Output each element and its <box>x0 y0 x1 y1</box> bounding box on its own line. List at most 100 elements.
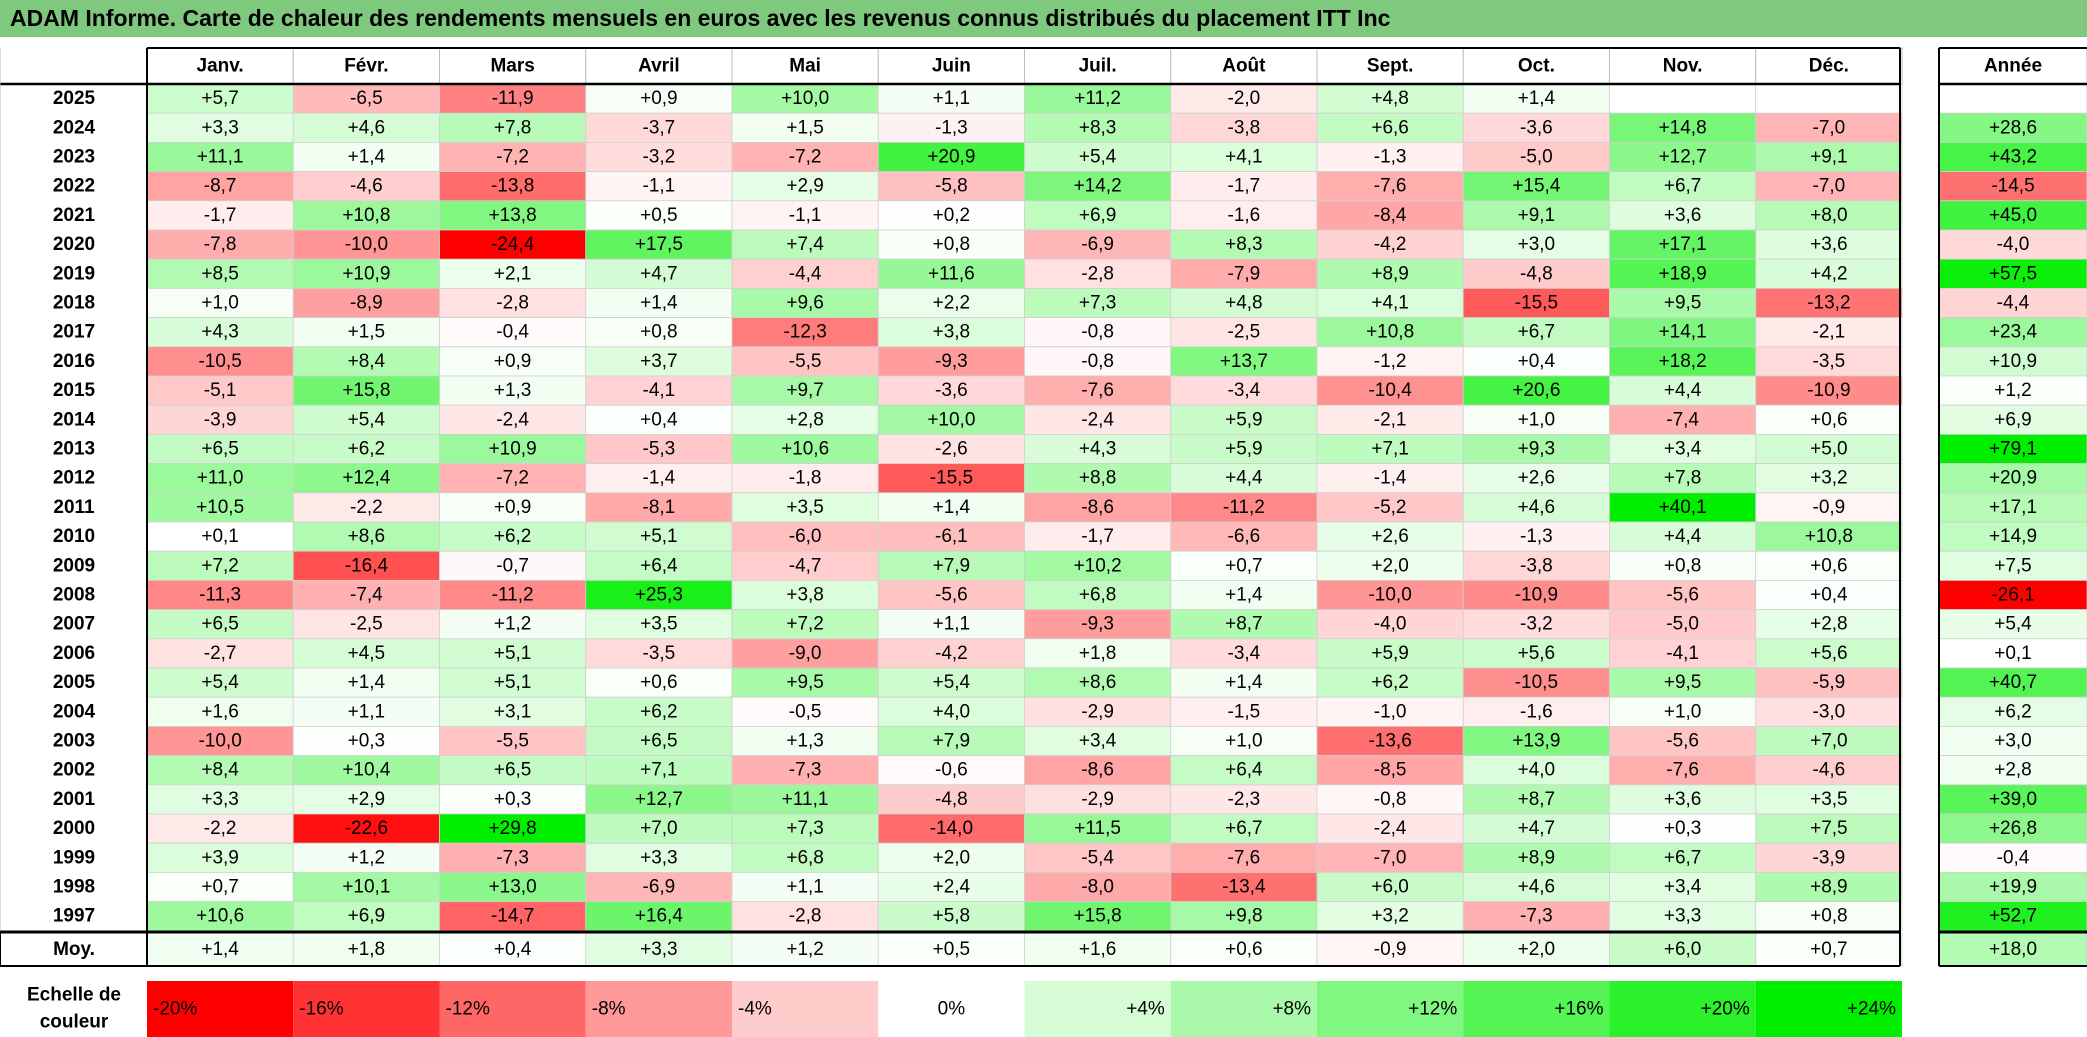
annual-cell <box>1938 375 2087 406</box>
heatmap-cell <box>731 550 879 581</box>
heatmap-cell-value: +4,8 <box>1371 88 1409 109</box>
year-label: 2002 <box>53 760 95 781</box>
heatmap-cell-value: -0,4 <box>496 322 529 343</box>
heatmap-cell <box>1755 112 1903 143</box>
heatmap-cell-value: +4,2 <box>1810 263 1848 284</box>
heatmap-cell-value: -10,9 <box>1515 585 1558 606</box>
heatmap-cell-value: +6,7 <box>1664 176 1702 197</box>
heatmap-cell-value: +2,1 <box>494 263 532 284</box>
heatmap-cell-value: +3,2 <box>1810 468 1848 489</box>
annual-cell-value: +10,9 <box>1989 351 2037 372</box>
heatmap-cell-value: -10,5 <box>1515 672 1558 693</box>
annual-cell-value: +6,2 <box>1994 701 2032 722</box>
heatmap-cell <box>1755 755 1903 786</box>
heatmap-cell-value: +5,1 <box>494 643 532 664</box>
heatmap-cell-value: +0,8 <box>1664 555 1702 576</box>
heatmap-cell <box>1755 784 1903 815</box>
heatmap-cell-value: +18,9 <box>1659 263 1707 284</box>
heatmap-cell <box>292 375 440 406</box>
heatmap-cell-value: +7,3 <box>786 818 824 839</box>
heatmap-cell-value: +4,0 <box>933 701 971 722</box>
heatmap-cell-value: -13,2 <box>1807 293 1850 314</box>
scale-swatch <box>1170 981 1317 1037</box>
heatmap-cell <box>731 200 879 231</box>
heatmap-cell <box>439 112 587 143</box>
heatmap-cell-value: +17,5 <box>635 234 683 255</box>
heatmap-cell-value: +2,2 <box>933 293 971 314</box>
heatmap-cell-value: +3,8 <box>933 322 971 343</box>
heatmap-cell-value: +3,3 <box>201 789 239 810</box>
month-header-cell <box>1609 47 1757 85</box>
heatmap-cell <box>1170 112 1318 143</box>
heatmap-cell <box>877 872 1025 903</box>
heatmap-cell <box>731 901 879 932</box>
heatmap-cell <box>731 784 879 815</box>
annual-cell <box>1938 141 2087 172</box>
heatmap-cell-value: +0,4 <box>1810 585 1848 606</box>
heatmap-cell-value: +3,4 <box>1079 731 1117 752</box>
heatmap-cell <box>1462 842 1610 873</box>
scale-swatch-label: +8% <box>1272 999 1311 1020</box>
year-label: 2019 <box>53 263 95 284</box>
scale-swatch <box>585 981 732 1037</box>
heatmap-cell <box>585 696 733 727</box>
month-header-cell <box>731 47 879 85</box>
heatmap-cell-value: -7,3 <box>496 847 529 868</box>
heatmap-cell-value: -5,5 <box>496 731 529 752</box>
average-cell <box>877 932 1025 967</box>
heatmap-cell-value: -1,7 <box>204 205 237 226</box>
heatmap-cell <box>1609 609 1757 640</box>
heatmap-cell-value: -7,3 <box>789 760 822 781</box>
annual-cell <box>1938 521 2087 552</box>
annual-cell-value: +2,8 <box>1994 760 2032 781</box>
heatmap-cell-value: +1,1 <box>348 701 386 722</box>
heatmap-cell-value: -10,5 <box>198 351 241 372</box>
heatmap-cell-value: +7,2 <box>201 555 239 576</box>
heatmap-cell-value: +6,6 <box>1371 117 1409 138</box>
heatmap-cell-value: +9,3 <box>1518 439 1556 460</box>
average-cell-value: +0,5 <box>933 939 971 960</box>
scale-swatch-label: -16% <box>299 999 343 1020</box>
heatmap-cell <box>439 258 587 289</box>
heatmap-cell-value: -3,5 <box>643 643 676 664</box>
annual-cell-value: -4,0 <box>1997 234 2030 255</box>
heatmap-cell <box>1755 463 1903 494</box>
heatmap-cell-value: +9,5 <box>786 672 824 693</box>
heatmap-cell-value: +4,7 <box>1518 818 1556 839</box>
heatmap-cell-value: +1,4 <box>348 147 386 168</box>
annual-cell-value: +52,7 <box>1989 906 2037 927</box>
heatmap-cell-value: -2,9 <box>1081 701 1114 722</box>
heatmap-cell-value: +12,7 <box>1659 147 1707 168</box>
heatmap-cell-value: +15,4 <box>1512 176 1561 197</box>
scale-swatch-label: -20% <box>153 999 197 1020</box>
heatmap-cell <box>1024 287 1172 318</box>
heatmap-cell-value: +8,6 <box>1079 672 1117 693</box>
heatmap-cell-value: -6,0 <box>789 526 822 547</box>
heatmap-cell <box>1462 667 1610 698</box>
heatmap-cell-value: -1,7 <box>1081 526 1114 547</box>
heatmap-cell-value: +9,1 <box>1810 147 1848 168</box>
month-header: Août <box>1222 56 1266 77</box>
heatmap-cell-value: -2,1 <box>1813 322 1846 343</box>
average-cell-value: +0,6 <box>1225 939 1263 960</box>
heatmap-cell-value: +13,9 <box>1512 731 1560 752</box>
heatmap-cell-value: +4,4 <box>1664 380 1702 401</box>
heatmap-cell-value: +25,3 <box>635 585 683 606</box>
annual-cell-value: +45,0 <box>1989 205 2037 226</box>
heatmap-cell-value: -5,3 <box>643 439 676 460</box>
heatmap-cell-value: +9,8 <box>1225 906 1263 927</box>
year-label: 2013 <box>53 439 95 460</box>
heatmap-cell-value: +11,1 <box>782 789 829 810</box>
heatmap-cell-value: +0,7 <box>201 877 239 898</box>
heatmap-cell <box>1609 112 1757 143</box>
scale-label-2: couleur <box>40 1012 109 1033</box>
year-label: 2024 <box>53 117 96 138</box>
heatmap-cell <box>1170 521 1318 552</box>
heatmap-cell <box>877 550 1025 581</box>
heatmap-cell <box>585 258 733 289</box>
annual-cell <box>1938 696 2087 727</box>
heatmap-cell-value: +4,3 <box>201 322 239 343</box>
heatmap-cell-value: +7,0 <box>640 818 678 839</box>
annual-cell-value: -4,4 <box>1997 293 2030 314</box>
annual-cell <box>1938 755 2087 786</box>
